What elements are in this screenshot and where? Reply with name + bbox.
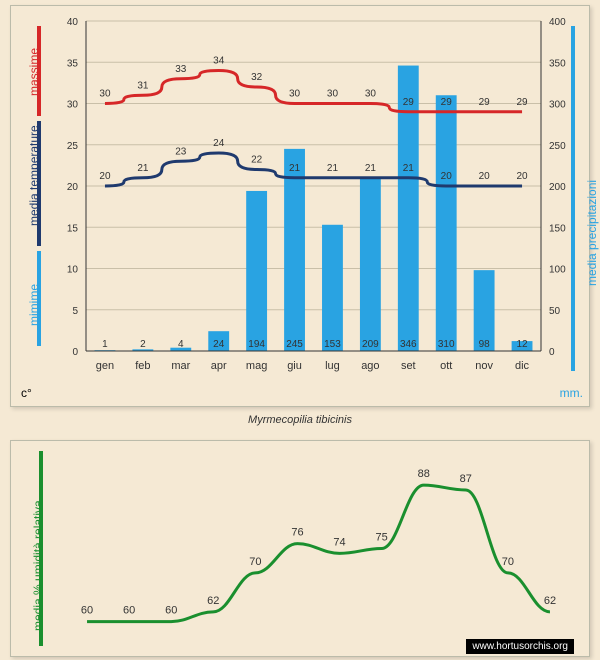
svg-text:34: 34 [213, 56, 225, 67]
svg-text:20: 20 [479, 171, 491, 182]
svg-text:0: 0 [549, 347, 555, 358]
label-minime: mimime [27, 284, 41, 326]
svg-text:75: 75 [376, 532, 388, 544]
svg-text:245: 245 [286, 339, 303, 350]
svg-text:35: 35 [67, 58, 79, 69]
svg-text:32: 32 [251, 72, 263, 83]
svg-text:21: 21 [137, 163, 149, 174]
humidity-chart: 60 60 60 62 70 76 74 75 88 87 70 62 [11, 441, 589, 656]
svg-text:100: 100 [549, 265, 566, 276]
svg-text:87: 87 [460, 473, 472, 485]
svg-text:24: 24 [213, 339, 225, 350]
species-caption: Myrmecopilia tibicinis [0, 414, 600, 426]
svg-text:29: 29 [516, 97, 528, 108]
svg-text:20: 20 [516, 171, 528, 182]
svg-text:30: 30 [99, 89, 111, 100]
svg-text:22: 22 [251, 155, 263, 166]
svg-text:29: 29 [403, 97, 415, 108]
svg-text:30: 30 [365, 89, 377, 100]
svg-text:24: 24 [213, 138, 225, 149]
svg-text:15: 15 [67, 223, 79, 234]
svg-text:giu: giu [287, 360, 302, 372]
footer-url: www.hortusorchis.org [466, 639, 574, 654]
svg-text:350: 350 [549, 58, 566, 69]
svg-text:20: 20 [441, 171, 453, 182]
svg-text:20: 20 [67, 182, 79, 193]
svg-text:60: 60 [81, 605, 93, 617]
svg-text:50: 50 [549, 306, 561, 317]
svg-text:4: 4 [178, 339, 184, 350]
svg-text:29: 29 [479, 97, 491, 108]
svg-text:23: 23 [175, 146, 187, 157]
svg-text:70: 70 [502, 556, 514, 568]
svg-text:1: 1 [102, 339, 108, 350]
svg-text:2: 2 [140, 339, 146, 350]
label-massime: massime [27, 48, 41, 96]
svg-text:mag: mag [246, 360, 267, 372]
svg-text:200: 200 [549, 182, 566, 193]
svg-text:60: 60 [123, 605, 135, 617]
svg-text:21: 21 [327, 163, 339, 174]
svg-text:60: 60 [165, 605, 177, 617]
svg-text:29: 29 [441, 97, 453, 108]
climate-chart: 0510152025303540050100150200250300350400… [11, 6, 589, 406]
svg-text:31: 31 [137, 80, 149, 91]
svg-text:300: 300 [549, 100, 566, 111]
svg-text:12: 12 [516, 339, 528, 350]
label-mm: mm. [560, 386, 583, 400]
label-media-temp: media temperature [27, 125, 41, 226]
svg-text:gen: gen [96, 360, 114, 372]
svg-text:33: 33 [175, 64, 187, 75]
svg-text:194: 194 [248, 339, 265, 350]
label-celsius: c° [21, 386, 32, 400]
svg-text:74: 74 [333, 536, 345, 548]
label-humidity: media % umidità relativa [31, 500, 45, 631]
svg-text:310: 310 [438, 339, 455, 350]
svg-text:apr: apr [211, 360, 227, 372]
svg-text:150: 150 [549, 223, 566, 234]
svg-text:70: 70 [249, 556, 261, 568]
humidity-chart-panel: 60 60 60 62 70 76 74 75 88 87 70 62 media % umidità… [10, 440, 590, 657]
svg-text:20: 20 [99, 171, 111, 182]
svg-text:40: 40 [67, 17, 79, 28]
svg-text:10: 10 [67, 265, 79, 276]
svg-text:346: 346 [400, 339, 417, 350]
svg-text:feb: feb [135, 360, 150, 372]
svg-text:ago: ago [361, 360, 379, 372]
svg-text:30: 30 [327, 89, 339, 100]
svg-text:25: 25 [67, 141, 79, 152]
svg-text:21: 21 [403, 163, 415, 174]
svg-text:400: 400 [549, 17, 566, 28]
svg-text:250: 250 [549, 141, 566, 152]
label-precip: media precipitazioni [585, 180, 599, 286]
svg-text:30: 30 [289, 89, 301, 100]
svg-text:nov: nov [475, 360, 493, 372]
svg-text:76: 76 [291, 527, 303, 539]
svg-text:98: 98 [479, 339, 491, 350]
climate-chart-panel: 0510152025303540050100150200250300350400… [10, 5, 590, 407]
svg-text:30: 30 [67, 100, 79, 111]
svg-text:mar: mar [171, 360, 190, 372]
svg-text:153: 153 [324, 339, 341, 350]
svg-text:62: 62 [207, 595, 219, 607]
svg-text:ott: ott [440, 360, 452, 372]
svg-text:21: 21 [365, 163, 377, 174]
svg-text:dic: dic [515, 360, 530, 372]
svg-text:set: set [401, 360, 416, 372]
svg-text:lug: lug [325, 360, 340, 372]
svg-text:5: 5 [72, 306, 78, 317]
svg-text:88: 88 [418, 468, 430, 480]
svg-text:21: 21 [289, 163, 301, 174]
svg-text:209: 209 [362, 339, 379, 350]
svg-text:62: 62 [544, 595, 556, 607]
svg-text:0: 0 [72, 347, 78, 358]
